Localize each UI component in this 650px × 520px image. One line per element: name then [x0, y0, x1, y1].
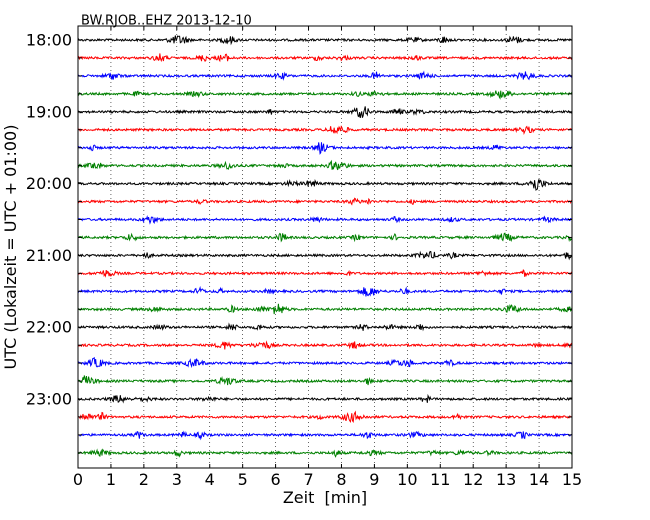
trace-row-1800 — [77, 35, 573, 46]
trace-row-1945 — [77, 159, 573, 171]
trace-row-2215 — [77, 340, 573, 350]
y-axis-label: UTC (Lokalzeit = UTC + 01:00) — [1, 125, 20, 370]
x-tick-label: 5 — [238, 470, 248, 489]
x-tick-label: 13 — [496, 470, 516, 489]
trace-row-2245 — [77, 375, 573, 386]
x-tick-label: 2 — [139, 470, 149, 489]
x-tick-label: 7 — [303, 470, 313, 489]
trace-row-2045 — [77, 232, 573, 243]
trace-row-2000 — [77, 178, 573, 191]
x-tick-label: 10 — [397, 470, 417, 489]
x-tick-label: 14 — [529, 470, 549, 489]
trace-row-1930 — [77, 142, 573, 155]
trace-row-1845 — [77, 90, 573, 100]
y-tick-label: 21:00 — [26, 246, 72, 265]
y-tick-label: 20:00 — [26, 174, 72, 193]
x-tick-label: 6 — [271, 470, 281, 489]
trace-row-2115 — [77, 269, 573, 278]
trace-row-1900 — [77, 106, 573, 119]
x-tick-label: 1 — [106, 470, 116, 489]
trace-row-2230 — [77, 356, 573, 369]
trace-row-2015 — [77, 197, 573, 206]
trace-row-2300 — [77, 393, 573, 404]
trace-row-2315 — [77, 410, 573, 424]
y-tick-label: 18:00 — [26, 31, 72, 50]
trace-row-2030 — [77, 215, 573, 225]
y-tick-label: 22:00 — [26, 318, 72, 337]
x-axis-label: Zeit [min] — [283, 488, 367, 507]
x-tick-label: 11 — [430, 470, 450, 489]
chart-title: BW.RJOB..EHZ 2013-12-10 — [81, 14, 252, 29]
trace-group — [77, 35, 573, 458]
trace-row-2100 — [77, 250, 573, 261]
trace-row-2130 — [77, 285, 573, 297]
x-tick-label: 9 — [369, 470, 379, 489]
x-tick-label: 15 — [562, 470, 582, 489]
plot-frame — [77, 25, 573, 469]
y-axis: 18:00 19:00 20:00 21:00 22:00 23:00 — [26, 31, 572, 454]
x-axis: 0 1 2 3 4 5 6 7 8 9 10 11 12 13 14 15 — [73, 26, 582, 489]
y-tick-label: 23:00 — [26, 390, 72, 409]
x-tick-label: 0 — [73, 470, 83, 489]
trace-row-1915 — [77, 125, 573, 135]
vertical-grid — [110, 26, 540, 468]
trace-row-1830 — [77, 70, 573, 81]
x-tick-label: 4 — [205, 470, 215, 489]
trace-row-2330 — [78, 430, 573, 441]
trace-row-2200 — [77, 322, 573, 332]
x-tick-label: 3 — [172, 470, 182, 489]
x-tick-label: 8 — [336, 470, 346, 489]
trace-row-1815 — [77, 53, 573, 63]
trace-row-2345 — [77, 448, 573, 458]
trace-row-2145 — [77, 303, 573, 315]
x-tick-label: 12 — [463, 470, 483, 489]
y-tick-label: 19:00 — [26, 102, 72, 121]
